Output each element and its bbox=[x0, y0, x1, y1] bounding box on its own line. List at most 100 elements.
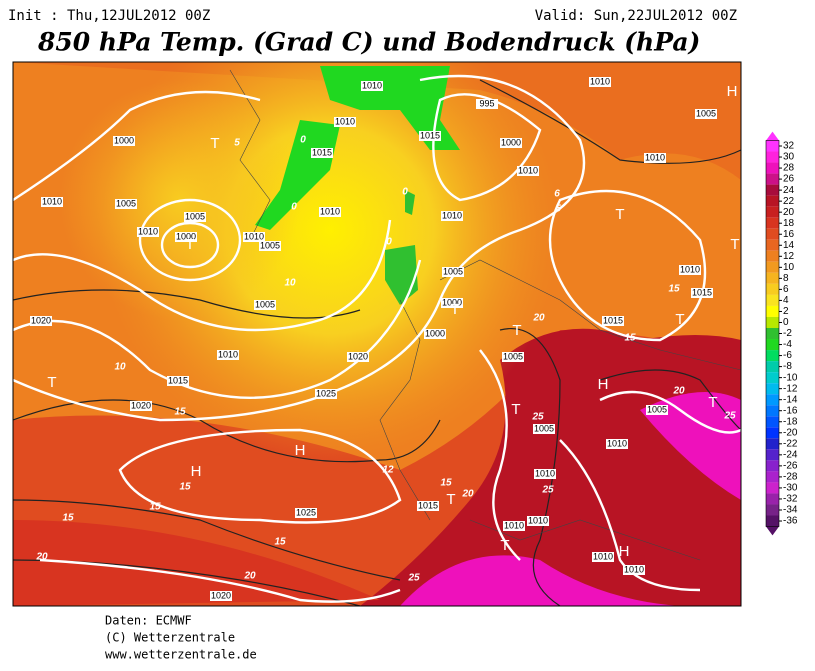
isobar-label-box bbox=[646, 405, 668, 415]
isobar-label: 1015 bbox=[603, 315, 623, 325]
isotherm-label: 25 bbox=[541, 485, 554, 496]
isobar-label: 1000 bbox=[425, 328, 445, 338]
isobar-label: 1025 bbox=[316, 388, 336, 398]
isobar-label-box bbox=[592, 552, 614, 562]
isotherm-label: 0 bbox=[300, 135, 306, 146]
colorbar-cell bbox=[766, 372, 779, 384]
colorbar-label: 20 bbox=[783, 207, 795, 218]
colorbar-label: 2 bbox=[783, 306, 789, 317]
colorbar-cell bbox=[766, 250, 779, 262]
colorbar-cell bbox=[766, 272, 779, 284]
isobar-label-box bbox=[295, 508, 317, 518]
pressure-center: T bbox=[47, 374, 56, 391]
isotherm-label: 25 bbox=[531, 412, 544, 423]
isobar-label-box bbox=[210, 591, 232, 601]
isobar-label-box bbox=[361, 81, 383, 91]
isobar-label-box bbox=[441, 211, 463, 221]
colorbar-cell bbox=[766, 438, 779, 450]
isobar-label-box bbox=[533, 424, 555, 434]
isobar-label: 1000 bbox=[442, 297, 462, 307]
isobar-label: 1005 bbox=[255, 299, 275, 309]
isotherm-label: 0 bbox=[291, 202, 297, 213]
colorbar-label: 26 bbox=[783, 174, 795, 185]
pressure-center: T bbox=[615, 206, 624, 223]
colorbar-label: -6 bbox=[783, 350, 792, 361]
map-labels: 1010101010151015995100010101010100510101… bbox=[30, 76, 740, 601]
pressure-center: H bbox=[727, 83, 738, 100]
isobar-label-box bbox=[589, 77, 611, 87]
colorbar-cell bbox=[766, 206, 779, 218]
isobar-label: 1005 bbox=[503, 351, 523, 361]
isobar-label: 1010 bbox=[138, 226, 158, 236]
colorbar-end bbox=[766, 526, 779, 536]
colorbar-cell bbox=[766, 427, 779, 439]
isobar-label-box bbox=[243, 232, 265, 242]
isobar-label-box bbox=[167, 376, 189, 386]
isotherm-label: 15 bbox=[668, 284, 680, 295]
isotherm-label: 15 bbox=[274, 537, 286, 548]
colorbar-label: -26 bbox=[783, 461, 798, 472]
isobar-label-box bbox=[315, 389, 337, 399]
pressure-center: T bbox=[210, 135, 219, 152]
footer-line: Daten: ECMWF bbox=[105, 614, 192, 628]
isobar-label: 1010 bbox=[535, 468, 555, 478]
isobar-label: 1010 bbox=[593, 551, 613, 561]
isotherm-label: 15 bbox=[149, 502, 161, 513]
pressure-center: H bbox=[598, 376, 609, 393]
isobar-label-box bbox=[602, 316, 624, 326]
isobar-label-box bbox=[259, 241, 281, 251]
colorbar-cell bbox=[766, 405, 779, 417]
colorbar-label: -34 bbox=[783, 505, 798, 516]
colorbar-label: 24 bbox=[783, 185, 795, 196]
colorbar-cell bbox=[766, 504, 779, 516]
colorbar-cell bbox=[766, 493, 779, 505]
isobar-label-box bbox=[41, 197, 63, 207]
isobar-label-box bbox=[527, 516, 549, 526]
isobar-label-box bbox=[115, 199, 137, 209]
isobar-label-box bbox=[254, 300, 276, 310]
colorbar-label: -12 bbox=[783, 383, 798, 394]
isotherm-label: 12 bbox=[382, 465, 394, 476]
colorbar-label: 30 bbox=[783, 152, 795, 163]
isotherm-label: 10 bbox=[114, 362, 126, 373]
isobar-label: 1020 bbox=[211, 590, 231, 600]
isotherm-label: 15 bbox=[440, 478, 452, 489]
isobar-label: 1015 bbox=[418, 500, 438, 510]
pressure-center: T bbox=[512, 322, 521, 339]
isobar-label: 1010 bbox=[590, 76, 610, 86]
isobar-label: 1015 bbox=[312, 147, 332, 157]
colorbar-label: -10 bbox=[783, 372, 798, 383]
isobar-label-box bbox=[217, 350, 239, 360]
colorbar-cell bbox=[766, 239, 779, 251]
colorbar-cell bbox=[766, 217, 779, 229]
isotherm-label: 10 bbox=[284, 278, 296, 289]
colorbar-cell bbox=[766, 283, 779, 295]
isobar-label: 1005 bbox=[260, 240, 280, 250]
colorbar-cell bbox=[766, 294, 779, 306]
init-time: Init : Thu,12JUL2012 00Z bbox=[8, 8, 210, 24]
isotherm-label: 15 bbox=[174, 407, 186, 418]
isobar-label-box bbox=[695, 109, 717, 119]
colorbar-label: -18 bbox=[783, 416, 798, 427]
colorbar-cell bbox=[766, 339, 779, 351]
colorbar-cell bbox=[766, 162, 779, 174]
isobar-label: 1005 bbox=[696, 108, 716, 118]
pressure-center: H bbox=[295, 442, 306, 459]
isobar-label-box bbox=[691, 288, 713, 298]
isobar-label-box bbox=[424, 329, 446, 339]
isotherm-label: 15 bbox=[179, 482, 191, 493]
colorbar-label: -28 bbox=[783, 472, 798, 483]
colorbar-cell bbox=[766, 460, 779, 472]
colorbar-cell bbox=[766, 327, 779, 340]
isobar-label: 1010 bbox=[518, 165, 538, 175]
isobar-label-box bbox=[502, 352, 524, 362]
isobar-label: 1025 bbox=[296, 507, 316, 517]
isobar-label: 1020 bbox=[131, 400, 151, 410]
colorbar-cell bbox=[766, 228, 779, 240]
isobar-label-box bbox=[417, 501, 439, 511]
isobar-label: 1010 bbox=[320, 206, 340, 216]
colorbar-label: 6 bbox=[783, 284, 789, 295]
isobar-label: 1010 bbox=[335, 116, 355, 126]
isobar-label-box bbox=[319, 207, 341, 217]
